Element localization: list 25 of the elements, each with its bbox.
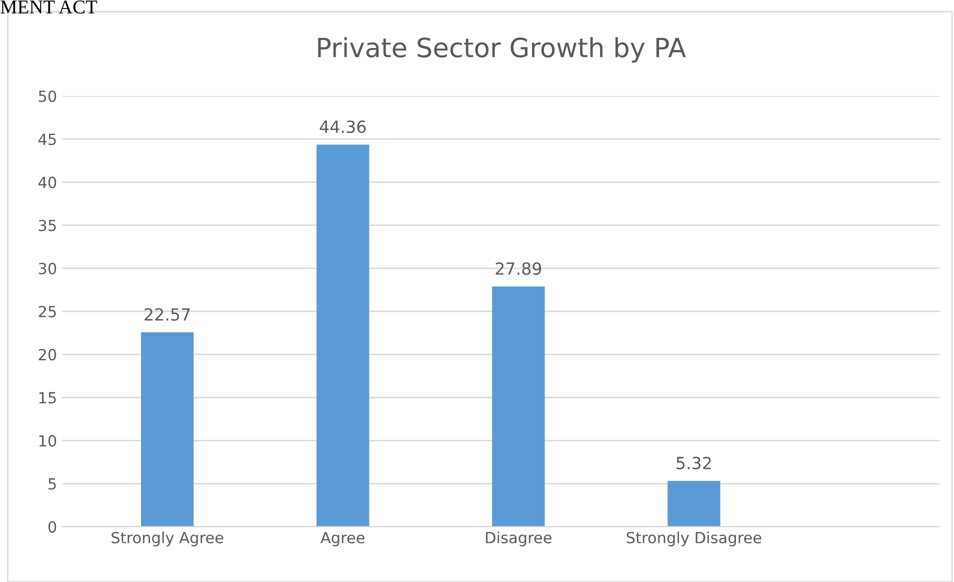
x-tick-label: Agree xyxy=(320,532,364,546)
bar xyxy=(316,144,370,527)
y-tick-label: 45 xyxy=(38,134,56,146)
x-tick-label: Strongly Disagree xyxy=(626,532,762,546)
y-tick-label: 50 xyxy=(38,90,56,102)
y-tick-label: 0 xyxy=(48,521,56,533)
y-tick-label: 5 xyxy=(48,478,56,490)
text: MENT ACT xyxy=(0,0,98,14)
x-tick-label: Strongly Agree xyxy=(112,532,224,546)
y-tick-label: 40 xyxy=(38,176,56,188)
x-tick-label: Disagree xyxy=(486,532,552,546)
data-label: 27.89 xyxy=(496,262,542,275)
bar xyxy=(141,332,194,527)
y-tick-label: 10 xyxy=(39,435,56,447)
y-tick-label: 20 xyxy=(38,348,56,360)
data-label: 22.57 xyxy=(144,308,190,321)
y-tick-label: 30 xyxy=(38,262,56,274)
y-tick-label: 15 xyxy=(39,392,56,404)
y-tick-label: 35 xyxy=(38,220,56,232)
chart-title: Private Sector Growth by PA xyxy=(318,37,686,63)
bar xyxy=(668,480,720,527)
bar xyxy=(492,286,545,527)
data-label: 5.32 xyxy=(676,456,711,470)
y-tick-label: 25 xyxy=(38,306,56,318)
data-label: 44.36 xyxy=(320,120,366,134)
